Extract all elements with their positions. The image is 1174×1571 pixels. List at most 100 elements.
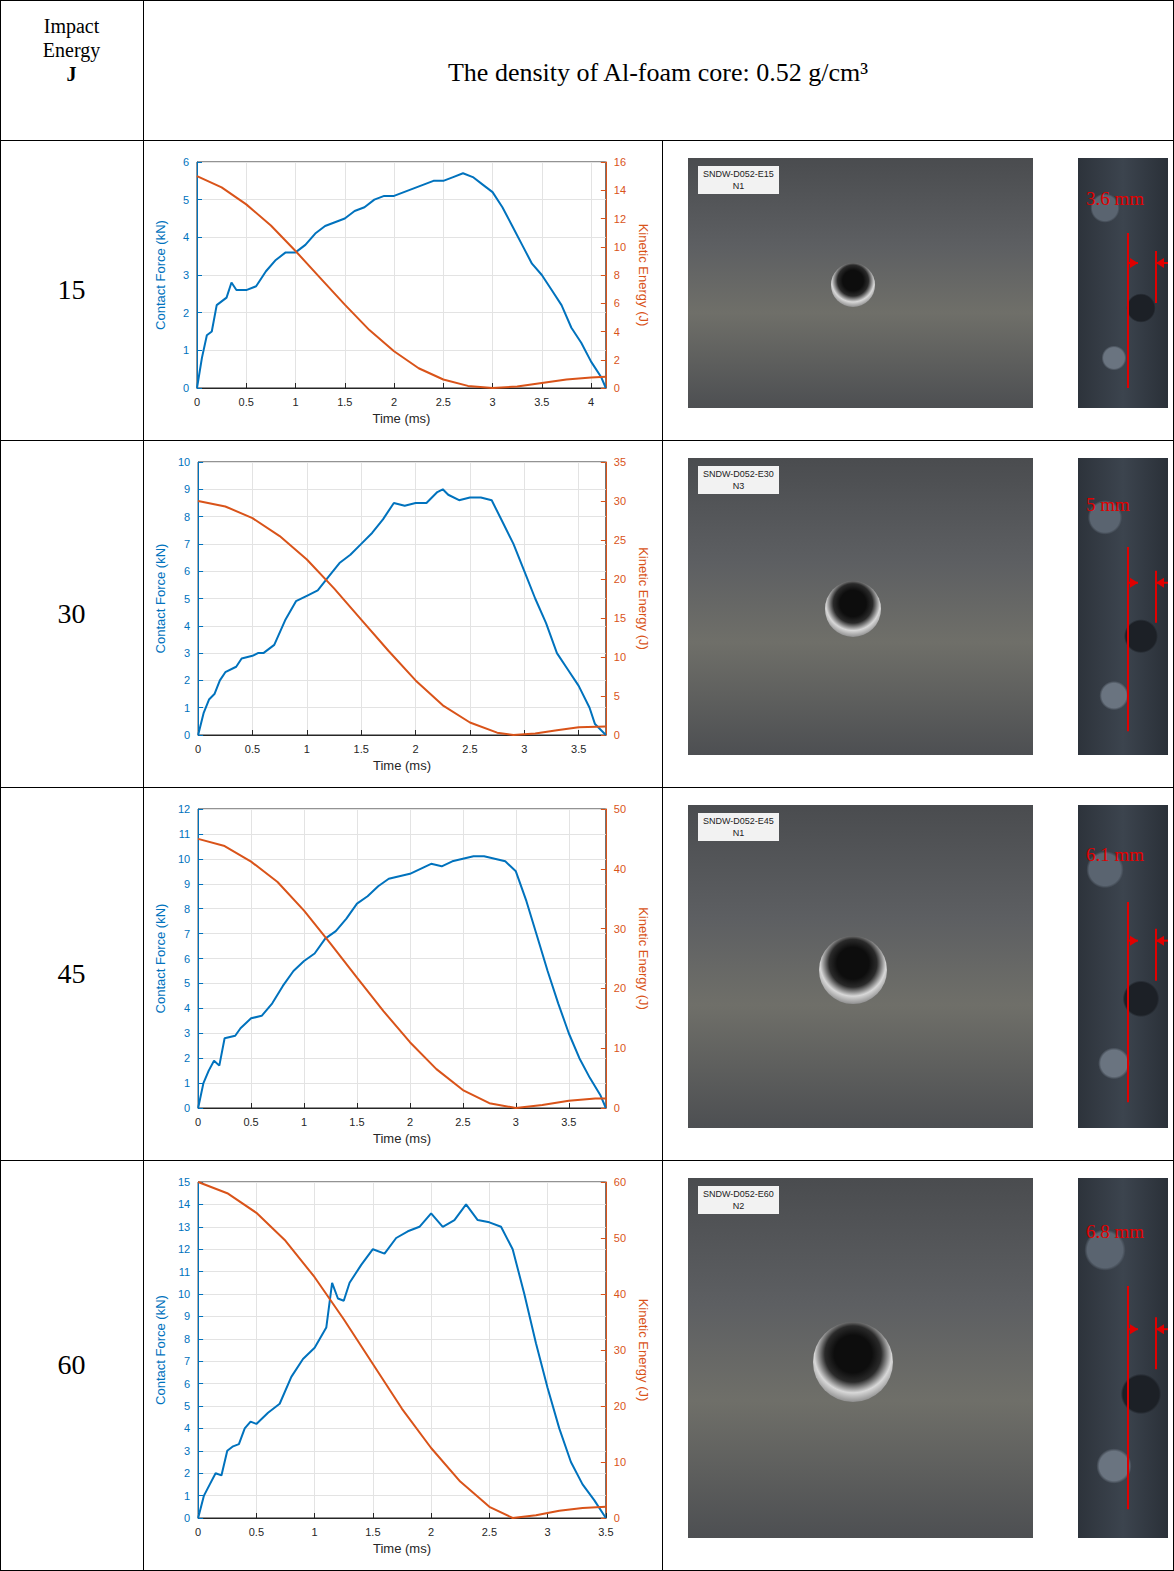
svg-text:30: 30 — [614, 923, 626, 935]
svg-text:Contact Force (kN): Contact Force (kN) — [153, 220, 168, 330]
svg-text:2: 2 — [184, 1467, 190, 1479]
svg-text:Time (ms): Time (ms) — [373, 1131, 431, 1146]
svg-text:5: 5 — [614, 690, 620, 702]
svg-text:6: 6 — [614, 297, 620, 309]
svg-text:4: 4 — [614, 326, 620, 338]
svg-text:12: 12 — [178, 1243, 190, 1255]
svg-text:7: 7 — [184, 538, 190, 550]
svg-text:6: 6 — [183, 156, 189, 168]
svg-text:7: 7 — [184, 1355, 190, 1367]
svg-text:60: 60 — [614, 1176, 626, 1188]
svg-text:1: 1 — [183, 344, 189, 356]
svg-text:0.5: 0.5 — [239, 396, 254, 408]
svg-text:12: 12 — [614, 213, 626, 225]
svg-text:3.5: 3.5 — [571, 743, 586, 755]
svg-text:10: 10 — [178, 456, 190, 468]
svg-text:5: 5 — [184, 1400, 190, 1412]
svg-text:3.5: 3.5 — [598, 1526, 613, 1538]
svg-text:0: 0 — [614, 729, 620, 741]
svg-text:0: 0 — [184, 729, 190, 741]
svg-text:40: 40 — [614, 1288, 626, 1300]
svg-text:Kinetic Energy (J): Kinetic Energy (J) — [636, 224, 651, 327]
svg-text:1: 1 — [301, 1116, 307, 1128]
svg-text:20: 20 — [614, 1400, 626, 1412]
svg-text:14: 14 — [178, 1198, 190, 1210]
svg-text:8: 8 — [184, 511, 190, 523]
svg-text:12: 12 — [178, 803, 190, 815]
svg-text:3.5: 3.5 — [534, 396, 549, 408]
svg-text:0: 0 — [195, 743, 201, 755]
svg-text:Kinetic Energy (J): Kinetic Energy (J) — [636, 907, 651, 1010]
svg-text:4: 4 — [588, 396, 594, 408]
svg-text:2: 2 — [614, 354, 620, 366]
svg-text:Time (ms): Time (ms) — [372, 411, 430, 426]
svg-text:2.5: 2.5 — [462, 743, 477, 755]
svg-text:8: 8 — [184, 1333, 190, 1345]
svg-text:8: 8 — [614, 269, 620, 281]
svg-text:6: 6 — [184, 1378, 190, 1390]
svg-text:1.5: 1.5 — [354, 743, 369, 755]
svg-text:50: 50 — [614, 803, 626, 815]
svg-text:3: 3 — [183, 269, 189, 281]
svg-text:9: 9 — [184, 1310, 190, 1322]
svg-text:4: 4 — [184, 1422, 190, 1434]
svg-text:Contact Force (kN): Contact Force (kN) — [153, 904, 168, 1014]
svg-text:10: 10 — [614, 241, 626, 253]
svg-text:15: 15 — [178, 1176, 190, 1188]
svg-text:4: 4 — [183, 231, 189, 243]
svg-text:2.5: 2.5 — [455, 1116, 470, 1128]
svg-text:9: 9 — [184, 878, 190, 890]
svg-text:0: 0 — [194, 396, 200, 408]
svg-text:3: 3 — [545, 1526, 551, 1538]
svg-text:Kinetic Energy (J): Kinetic Energy (J) — [636, 1299, 651, 1402]
svg-text:40: 40 — [614, 863, 626, 875]
svg-text:1: 1 — [184, 1077, 190, 1089]
svg-text:2: 2 — [407, 1116, 413, 1128]
svg-text:1: 1 — [184, 1490, 190, 1502]
svg-text:25: 25 — [614, 534, 626, 546]
svg-text:10: 10 — [614, 1456, 626, 1468]
svg-text:0.5: 0.5 — [243, 1116, 258, 1128]
svg-text:4: 4 — [184, 1002, 190, 1014]
svg-text:30: 30 — [614, 1344, 626, 1356]
svg-text:1.5: 1.5 — [349, 1116, 364, 1128]
svg-text:10: 10 — [178, 853, 190, 865]
svg-text:3: 3 — [521, 743, 527, 755]
svg-text:2: 2 — [428, 1526, 434, 1538]
svg-text:2.5: 2.5 — [436, 396, 451, 408]
svg-text:0: 0 — [614, 1102, 620, 1114]
svg-text:Kinetic Energy (J): Kinetic Energy (J) — [636, 547, 651, 650]
svg-text:Contact Force (kN): Contact Force (kN) — [153, 544, 168, 654]
svg-text:30: 30 — [614, 495, 626, 507]
svg-text:0: 0 — [184, 1102, 190, 1114]
svg-text:1: 1 — [292, 396, 298, 408]
svg-text:14: 14 — [614, 184, 626, 196]
svg-text:7: 7 — [184, 928, 190, 940]
svg-text:2: 2 — [413, 743, 419, 755]
svg-text:0: 0 — [183, 382, 189, 394]
svg-text:1: 1 — [304, 743, 310, 755]
svg-text:1.5: 1.5 — [337, 396, 352, 408]
svg-text:Time (ms): Time (ms) — [373, 758, 431, 773]
svg-text:0: 0 — [614, 382, 620, 394]
svg-text:9: 9 — [184, 483, 190, 495]
svg-text:6: 6 — [184, 953, 190, 965]
svg-text:10: 10 — [614, 1042, 626, 1054]
svg-text:2: 2 — [183, 307, 189, 319]
svg-text:8: 8 — [184, 903, 190, 915]
svg-text:0: 0 — [614, 1512, 620, 1524]
svg-text:11: 11 — [179, 828, 190, 840]
svg-text:10: 10 — [178, 1288, 190, 1300]
svg-text:5: 5 — [184, 593, 190, 605]
svg-text:2: 2 — [184, 1052, 190, 1064]
svg-text:3.5: 3.5 — [561, 1116, 576, 1128]
svg-text:0.5: 0.5 — [249, 1526, 264, 1538]
svg-text:1: 1 — [312, 1526, 318, 1538]
svg-text:1: 1 — [184, 702, 190, 714]
svg-text:50: 50 — [614, 1232, 626, 1244]
svg-text:3: 3 — [184, 1027, 190, 1039]
svg-text:0: 0 — [195, 1526, 201, 1538]
svg-text:2.5: 2.5 — [482, 1526, 497, 1538]
svg-text:2: 2 — [184, 674, 190, 686]
svg-text:11: 11 — [179, 1266, 190, 1278]
